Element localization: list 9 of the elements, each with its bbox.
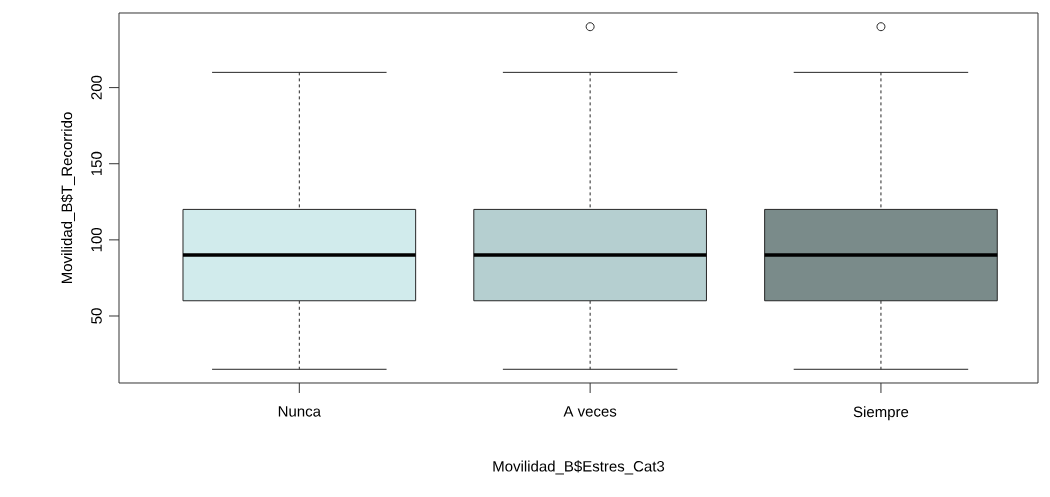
y-tick-label: 200 [91,75,102,100]
x-tick-label: Siempre [853,406,909,421]
y-tick-label: 100 [91,227,102,252]
x-tick-label: A veces [563,406,617,417]
y-axis-title: Movilidad_B$T_Recorrido [60,112,75,284]
y-tick-label: 150 [91,151,102,176]
y-tick-label: 50 [91,308,102,324]
x-axis-title: Movilidad_B$Estres_Cat3 [493,460,665,475]
x-tick-label: Nunca [278,406,321,417]
